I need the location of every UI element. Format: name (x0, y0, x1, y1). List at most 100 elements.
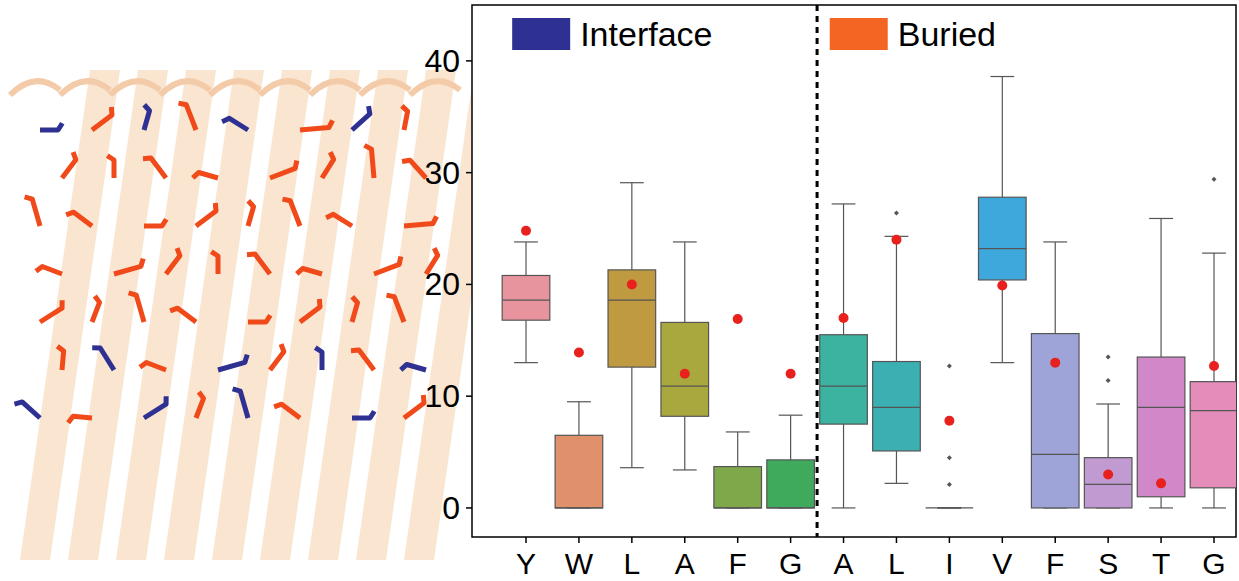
median (502, 299, 550, 300)
cap-low (990, 362, 1014, 363)
x-tick-label: T (1152, 547, 1170, 580)
flier (1212, 177, 1217, 182)
box (1084, 458, 1132, 508)
side-chain (166, 248, 180, 274)
x-tick-label: S (1098, 547, 1118, 580)
barrel-illustration (10, 70, 504, 560)
side-chain (107, 156, 114, 178)
y-tick (466, 507, 472, 509)
side-chain (211, 252, 218, 274)
whisker-low (525, 320, 526, 362)
whisker-high (578, 402, 579, 436)
box (661, 322, 709, 416)
y-tick-label: 20 (424, 266, 460, 302)
median (1031, 454, 1079, 455)
reference-dot (786, 369, 796, 379)
box (555, 435, 603, 508)
cap-low (832, 507, 856, 508)
loop (410, 81, 460, 95)
x-tick (1160, 537, 1162, 543)
whisker-low (1213, 488, 1214, 508)
reference-dot (1050, 358, 1060, 368)
y-tick (466, 395, 472, 397)
median (661, 386, 709, 387)
flier (1106, 378, 1111, 383)
side-chain (92, 107, 112, 130)
y-tick-label: 40 (424, 43, 460, 79)
box (1031, 334, 1079, 508)
side-chain (402, 106, 408, 130)
loop (10, 81, 60, 95)
legend-label: Interface (580, 15, 712, 53)
reference-dot (1156, 478, 1166, 488)
side-chain (300, 120, 333, 130)
y-tick (466, 172, 472, 174)
x-tick (896, 537, 898, 543)
reference-dot (839, 313, 849, 323)
x-tick (1213, 537, 1215, 543)
cap-high (620, 182, 644, 183)
loop (260, 81, 310, 95)
cap-high (1202, 253, 1226, 254)
side-chain (248, 201, 254, 226)
box (820, 335, 868, 424)
side-chain (248, 315, 270, 322)
whisker-high (1002, 77, 1003, 198)
flier (1106, 355, 1111, 360)
side-chain (178, 103, 196, 130)
reference-dot (574, 348, 584, 358)
whisker-low (631, 367, 632, 468)
box (873, 362, 921, 451)
side-chain (386, 295, 404, 322)
plot-area (502, 77, 1236, 508)
cap-low (1202, 507, 1226, 508)
reference-dot (997, 281, 1007, 291)
side-chain (404, 395, 424, 418)
box (1190, 382, 1236, 488)
x-tick-label: A (834, 547, 854, 580)
whisker-high (1055, 242, 1056, 334)
side-chain (68, 416, 92, 422)
figure: 010203040YWLAFGALIVFSTGInterfaceBuried (0, 0, 1239, 581)
side-chain (401, 364, 426, 370)
legend-swatch (512, 18, 570, 50)
side-chain (143, 158, 166, 178)
whisker-low (1160, 497, 1161, 508)
side-chain (326, 214, 352, 226)
side-chain (218, 355, 247, 370)
y-tick-label: 10 (424, 378, 460, 414)
x-tick-label: F (729, 547, 747, 580)
x-tick (631, 537, 633, 543)
side-chain (351, 350, 374, 370)
side-chain (270, 344, 284, 370)
whisker-high (631, 183, 632, 270)
side-chain (352, 106, 370, 130)
box (926, 507, 974, 508)
side-chain (40, 300, 62, 322)
loop (60, 81, 110, 95)
whisker-low (896, 451, 897, 483)
side-chain (274, 404, 300, 418)
whisker-low (843, 424, 844, 508)
median (767, 507, 815, 508)
side-chain (402, 160, 426, 178)
reference-dot (627, 279, 637, 289)
x-tick-label: G (779, 547, 802, 580)
reference-dot (944, 416, 954, 426)
whisker-high (737, 432, 738, 467)
cap-high (990, 76, 1014, 77)
cap-low (514, 362, 538, 363)
whisker-low (1002, 280, 1003, 363)
x-tick-label: I (945, 547, 953, 580)
side-chain (352, 297, 358, 322)
median (1190, 410, 1236, 411)
whisker-high (1160, 218, 1161, 357)
cap-high (514, 241, 538, 242)
x-tick-label: V (992, 547, 1012, 580)
reference-dot (733, 314, 743, 324)
side-chain (129, 293, 144, 322)
median (714, 507, 762, 508)
loop (210, 81, 260, 95)
box (714, 467, 762, 508)
legend-swatch (830, 18, 888, 50)
